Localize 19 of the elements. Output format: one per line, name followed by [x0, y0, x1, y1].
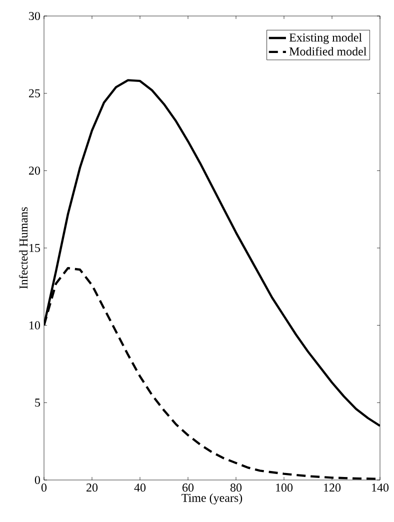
y-tick-label: 5 [35, 398, 40, 407]
y-axis-title: Infected Humans [19, 207, 28, 289]
x-tick-label: 60 [182, 484, 194, 492]
y-tick-label: 30 [29, 12, 40, 20]
x-tick-label: 40 [134, 484, 146, 492]
x-tick-label: 140 [372, 484, 389, 492]
y-tick-label: 20 [29, 166, 40, 175]
legend-label: Modified model [289, 46, 366, 56]
x-tick-label: 0 [41, 484, 47, 492]
legend-label: Existing model [289, 33, 362, 44]
y-tick-label: 15 [30, 244, 40, 252]
y-tick-label: 0 [34, 476, 40, 484]
x-tick-label: 120 [324, 484, 341, 492]
x-tick-label: 20 [86, 484, 98, 492]
y-tick-label: 25 [29, 89, 40, 98]
x-tick-label: 80 [230, 484, 242, 492]
y-tick-label: 10 [30, 321, 40, 330]
x-tick-label: 100 [276, 484, 293, 492]
x-axis-title: Time (years) [182, 493, 242, 504]
